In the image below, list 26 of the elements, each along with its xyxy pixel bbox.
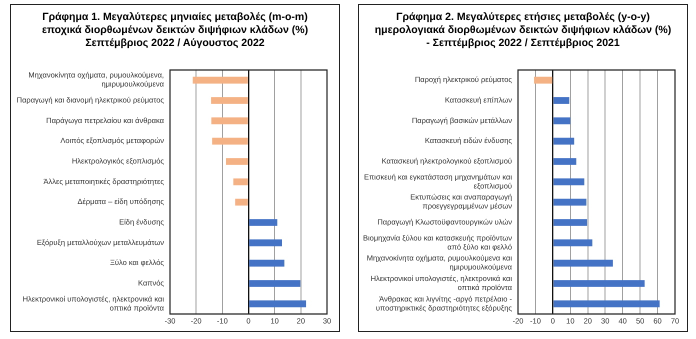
bar [554,260,613,267]
bar [554,239,592,246]
bar [534,76,552,84]
bar [554,97,570,104]
bar [211,97,248,104]
bar [233,178,248,186]
chart-title: Γράφημα 2. Μεγαλύτερες ετήσιες μεταβολές (y-o-y) ημερολογιακά διορθωμένων δεικτών διψήφιων κλάδων (%) - Σεπτέμβριος 2022 / Σεπτέμβριος 2021 [374,10,672,51]
chart-title: Γράφημα 1. Μεγαλύτερες μηνιαίες μεταβολές (m-o-m) εποχικά διορθωμένων δεικτών διψήφιων κλάδων (%) Σεπτέμβριος 2022 / Αύγουστος 2022 [40,10,310,51]
bar [554,158,576,165]
bar [226,158,248,165]
bar [554,117,570,124]
bar [249,219,278,226]
bar [554,300,660,308]
bar [554,178,584,186]
bar [249,300,306,308]
bar [249,260,284,267]
bar [192,76,248,84]
bar [249,280,300,287]
bar [235,198,248,206]
bar [554,138,574,145]
bar [249,239,282,246]
bar [211,117,248,124]
bar [212,138,248,145]
bar [554,280,645,287]
bar [554,219,588,226]
bar [554,198,586,206]
